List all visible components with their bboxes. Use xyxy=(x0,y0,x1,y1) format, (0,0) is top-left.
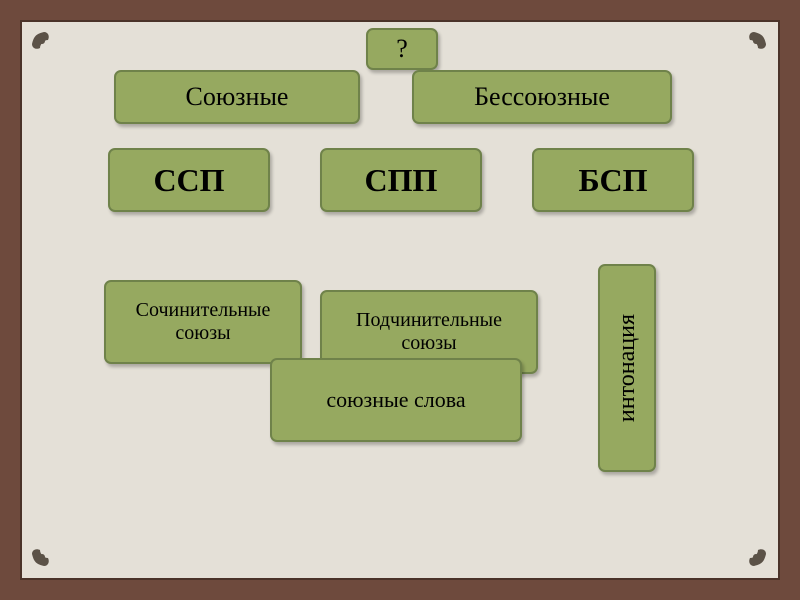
corner-decoration xyxy=(740,30,770,60)
corner-decoration xyxy=(30,540,60,570)
node-spp: СПП xyxy=(320,148,482,212)
node-bsp: БСП xyxy=(532,148,694,212)
node-question: ? xyxy=(366,28,438,70)
node-label: ? xyxy=(396,34,408,64)
node-coordinating: Сочинительные союзы xyxy=(104,280,302,364)
canvas: ? Союзные Бессоюзные ССП СПП БСП Сочинит… xyxy=(20,20,780,580)
node-conjunctive-words: союзные слова xyxy=(270,358,522,442)
node-label: союзные слова xyxy=(326,387,465,413)
node-label: Союзные xyxy=(186,82,289,112)
node-label: Подчинительные союзы xyxy=(330,309,528,355)
node-ssp: ССП xyxy=(108,148,270,212)
corner-decoration xyxy=(740,540,770,570)
node-label: Сочинительные союзы xyxy=(114,299,292,345)
node-label: БСП xyxy=(579,162,648,199)
node-label: ССП xyxy=(153,162,224,199)
node-label: СПП xyxy=(365,162,438,199)
corner-decoration xyxy=(30,30,60,60)
node-conjunctive: Союзные xyxy=(114,70,360,124)
node-intonation: интонация xyxy=(598,264,656,472)
node-asyndetic: Бессоюзные xyxy=(412,70,672,124)
node-label: Бессоюзные xyxy=(474,82,610,112)
node-label: интонация xyxy=(614,314,641,422)
